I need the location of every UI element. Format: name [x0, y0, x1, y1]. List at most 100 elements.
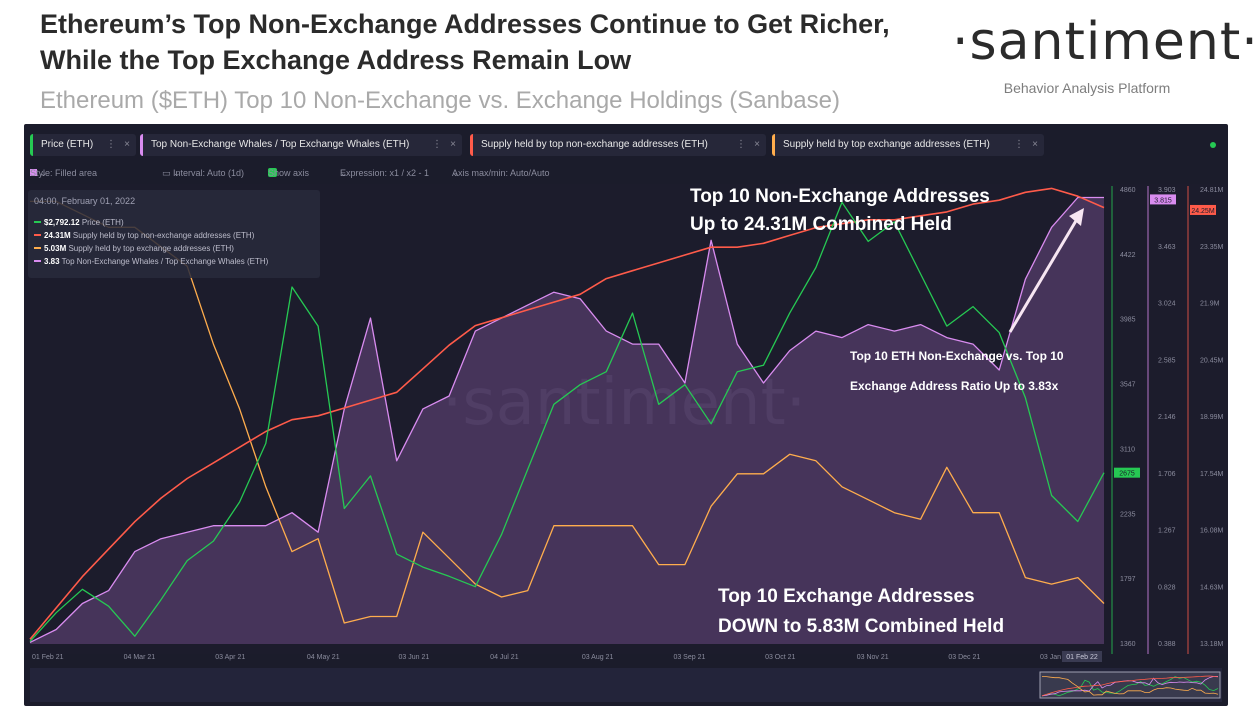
chart-canvas: ·santiment· 4860 4422 3985 3547 3110 2235 1797 1…: [24, 184, 1228, 702]
chart-subtitle: Ethereum ($ETH) Top 10 Non-Exchange vs. …: [40, 87, 840, 114]
ratio-tick-label: 0.828: [1158, 584, 1176, 591]
show-axis-toggle[interactable]: Show axis: [268, 168, 309, 178]
show-axis-label: Show axis: [268, 168, 310, 178]
style-select[interactable]: Style: Filled area ⌄: [30, 168, 98, 178]
chart-annotation: Top 10 Exchange Addresses: [718, 586, 975, 607]
interval-select[interactable]: ▭ Interval: Auto (1d) ⌄: [162, 168, 245, 178]
close-icon[interactable]: ×: [1032, 139, 1038, 150]
supply-tick-label: 13.18M: [1200, 641, 1224, 648]
expression-field[interactable]: Expression: x1 / x2 - 1 ⌄: [340, 168, 430, 178]
price-tick-label: 3547: [1120, 382, 1136, 389]
metrics-toolbar: Price (ETH) ⋮ × Top Non-Exchange Whales …: [24, 134, 1228, 158]
legend-swatch: [34, 247, 41, 249]
tooltip-row-non-exchange: 24.31M Supply held by top non-exchange a…: [34, 231, 254, 240]
x-tick-label: 03 Aug 21: [582, 654, 614, 661]
close-icon[interactable]: ×: [124, 139, 130, 150]
menu-icon[interactable]: ⋮: [736, 139, 746, 150]
chart-annotation: DOWN to 5.83M Combined Held: [718, 616, 1004, 637]
price-badge-label: 2675: [1119, 471, 1135, 478]
checkbox-icon[interactable]: [268, 168, 277, 177]
legend-swatch: [34, 260, 41, 262]
x-tick-label: 03 Oct 21: [765, 654, 795, 661]
tooltip-value: $2,792.12: [44, 218, 80, 227]
metric-tab-non-exchange-supply[interactable]: Supply held by top non-exchange addresse…: [470, 134, 766, 156]
ratio-value-badge: [1150, 194, 1176, 205]
price-tick-label: 3110: [1120, 446, 1135, 453]
tooltip-label: Price (ETH): [81, 218, 124, 227]
tooltip-row-exchange: 5.03M Supply held by top exchange addres…: [34, 244, 234, 253]
series-line-3: [30, 200, 1105, 624]
x-tick-label: 03 Nov 21: [857, 654, 889, 661]
menu-icon[interactable]: ⋮: [1014, 139, 1024, 150]
santiment-logo: ·santiment· Behavior Analysis Platform: [952, 12, 1256, 96]
supply-tick-label: 20.45M: [1200, 357, 1224, 364]
metric-tab-price[interactable]: Price (ETH) ⋮ ×: [30, 134, 136, 156]
close-icon[interactable]: ×: [754, 139, 760, 150]
supply-tick-label: 17.54M: [1200, 471, 1224, 478]
navigator-line-2: [1041, 675, 1219, 697]
chart-panel: ·santiment· 4860 4422 3985 3547 3110 2235 1797 1…: [24, 124, 1228, 706]
style-label: Style: Filled area: [30, 168, 98, 178]
price-tick-label: 3985: [1120, 317, 1136, 324]
brand-name: ·santiment·: [952, 12, 1256, 72]
tooltip-label: Supply held by top non-exchange addresse…: [72, 231, 255, 240]
x-tick-label: 03 Sep 21: [673, 654, 705, 661]
close-icon[interactable]: ×: [450, 139, 456, 150]
chart-annotation: Top 10 ETH Non-Exchange vs. Top 10: [850, 349, 1064, 363]
x-tick-label: 04 May 21: [307, 654, 340, 661]
chart-annotation: Top 10 Non-Exchange Addresses: [690, 186, 990, 207]
tooltip-row-ratio: 3.83 Top Non-Exchange Whales / Top Excha…: [34, 257, 268, 266]
tooltip-value: 24.31M: [44, 231, 71, 240]
metric-tab-label: Top Non-Exchange Whales / Top Exchange W…: [151, 139, 410, 150]
ratio-tick-label: 3.903: [1158, 187, 1176, 194]
x-end-label: 01 Feb 22: [1066, 654, 1098, 661]
live-status-dot: [1210, 142, 1216, 148]
ratio-tick-label: 1.706: [1158, 471, 1176, 478]
menu-icon[interactable]: ⋮: [106, 139, 116, 150]
x-tick-label: 01 Feb 21: [32, 654, 64, 661]
supply-tick-label: 14.63M: [1200, 584, 1224, 591]
supply-badge-label: 24.25M: [1191, 208, 1215, 215]
supply-tick-label: 18.99M: [1200, 414, 1224, 421]
color-swatch-icon[interactable]: [30, 169, 37, 176]
metric-tab-label: Supply held by top exchange addresses (E…: [783, 139, 990, 150]
ratio-tick-label: 3.024: [1158, 301, 1176, 308]
axis-range-select[interactable]: Axis max/min: Auto/Auto ⌄: [452, 168, 550, 178]
expression-label: Expression: x1 / x2 - 1: [340, 168, 430, 178]
series-line-0: [29, 201, 1105, 642]
supply-tick-label: 24.81M: [1200, 187, 1224, 194]
tooltip-date: 04:00, February 01, 2022: [34, 196, 136, 206]
x-tick-label: 03 Apr 21: [215, 654, 245, 661]
brand-tagline: Behavior Analysis Platform: [1003, 80, 1171, 96]
tooltip-label: Top Non-Exchange Whales / Top Exchange W…: [61, 257, 269, 266]
price-value-badge: [1114, 467, 1140, 478]
chart-title: Ethereum’s Top Non-Exchange Addresses Co…: [40, 9, 890, 75]
ratio-tick-label: 3.463: [1158, 244, 1176, 251]
price-tick-label: 4860: [1120, 187, 1136, 194]
interval-label: Interval: Auto (1d): [173, 168, 245, 178]
x-tick-label: 04 Jul 21: [490, 654, 519, 661]
tooltip-row-price: $2,792.12 Price (ETH): [34, 218, 124, 227]
x-end-badge: [1062, 651, 1102, 662]
tooltip-label: Supply held by top exchange addresses (E…: [68, 244, 234, 253]
price-tick-label: 1797: [1120, 576, 1136, 583]
menu-icon[interactable]: ⋮: [432, 139, 442, 150]
supply-tick-label: 23.35M: [1200, 244, 1224, 251]
annotation-arrow-line: [1008, 213, 1082, 333]
supply-tick-label: 16.08M: [1200, 528, 1224, 535]
supply-value-badge: [1190, 204, 1216, 215]
x-tick-label: 03 Dec 21: [948, 654, 980, 661]
chart-tooltip: 04:00, February 01, 2022 $2,792.12 Price…: [28, 190, 320, 278]
price-tick-label: 4422: [1120, 252, 1136, 259]
x-tick-label: 04 Mar 21: [124, 654, 156, 661]
navigator-strip: [30, 668, 1222, 702]
metric-tab-label: Price (ETH): [41, 139, 94, 150]
navigator-line-3: [1042, 676, 1219, 696]
price-tick-label: 2235: [1120, 511, 1136, 518]
series-line-1: [29, 196, 1104, 643]
metric-tab-exchange-supply[interactable]: Supply held by top exchange addresses (E…: [772, 134, 1044, 156]
tooltip-value: 3.83: [44, 257, 60, 266]
legend-swatch: [34, 234, 41, 236]
metric-tab-whales-ratio[interactable]: Top Non-Exchange Whales / Top Exchange W…: [140, 134, 462, 156]
ratio-tick-label: 1.267: [1158, 528, 1176, 535]
